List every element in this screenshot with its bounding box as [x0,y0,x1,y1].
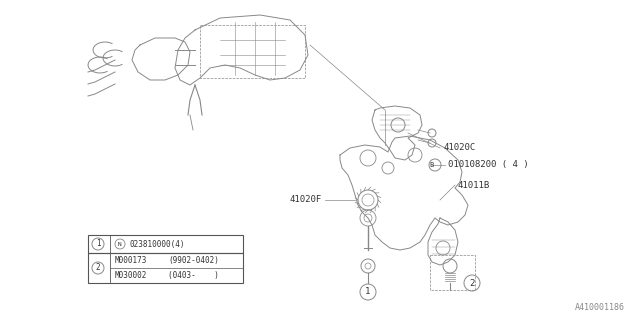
Text: M030002: M030002 [115,271,147,280]
Text: 2: 2 [96,263,100,273]
Text: 1: 1 [96,239,100,249]
Text: 41020C: 41020C [443,143,476,153]
Text: A410001186: A410001186 [575,303,625,312]
Text: M000173: M000173 [115,256,147,265]
Text: 2: 2 [469,278,475,287]
Text: N: N [118,242,122,246]
Text: 023810000(4): 023810000(4) [130,239,186,249]
Text: 1: 1 [365,287,371,297]
Text: B: B [430,162,434,168]
Text: (9902-0402): (9902-0402) [168,256,219,265]
Bar [88,235,243,253]
Text: 41011B: 41011B [458,180,490,189]
Text: 010108200 ( 4 ): 010108200 ( 4 ) [448,161,529,170]
Text: 41020F: 41020F [290,196,322,204]
Bar [88,253,243,283]
Text: (0403-    ): (0403- ) [168,271,219,280]
